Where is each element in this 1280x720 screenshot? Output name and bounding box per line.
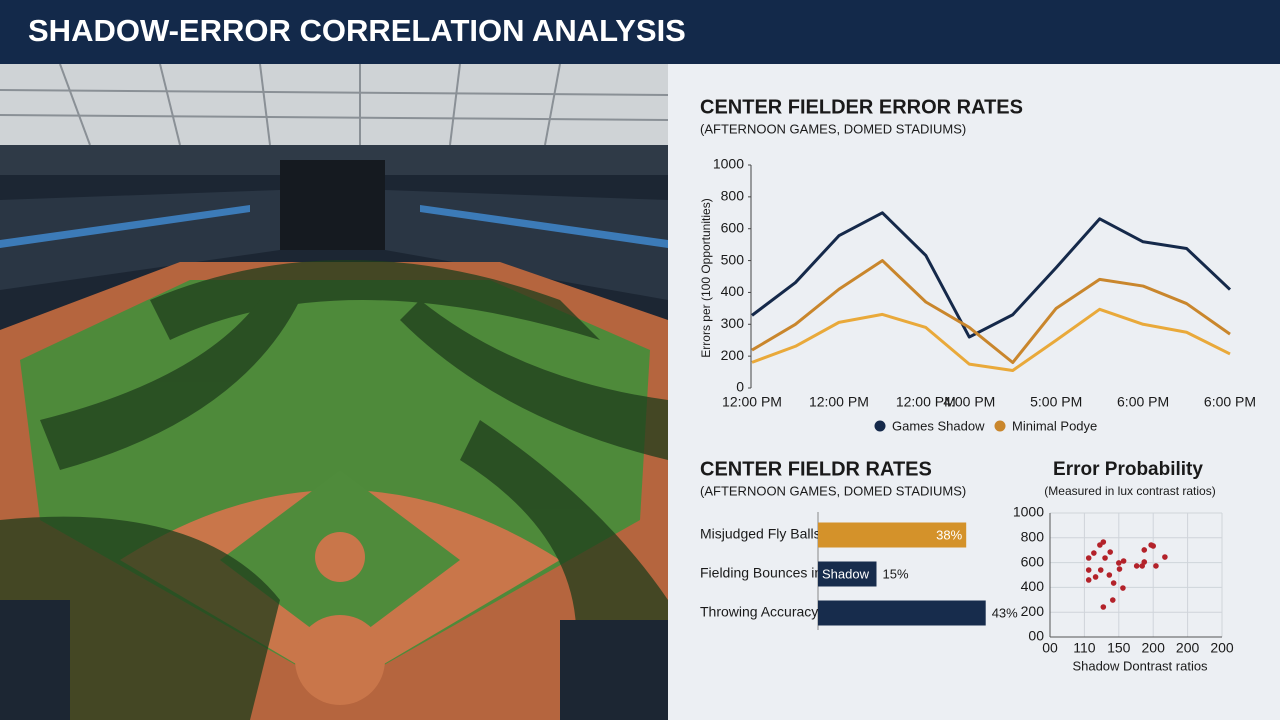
scatter-point	[1116, 560, 1122, 566]
legend-label: Minimal Podye	[1012, 418, 1097, 433]
y-tick-label: 0	[736, 379, 744, 395]
y-tick-label: 500	[721, 251, 745, 267]
value-label: 38%	[936, 527, 962, 542]
x-tick-label: 12:00 PM	[722, 394, 782, 410]
scatter-point	[1100, 539, 1107, 545]
series-line	[751, 211, 1232, 339]
chart-subtitle: (AFTERNOON GAMES, DOMED STADIUMS)	[700, 121, 966, 136]
x-tick-label: 200	[1176, 640, 1200, 656]
x-tick-label: 5:00 PM	[1030, 394, 1082, 410]
x-tick-label: 6:00 PM	[1117, 394, 1169, 410]
scatter-point	[1097, 567, 1104, 573]
scatter-point	[1091, 550, 1097, 556]
y-tick-label: 600	[721, 219, 745, 235]
chart-subtitle: (Measured in lux contrast ratios)	[1044, 484, 1215, 498]
bar	[818, 561, 877, 587]
x-tick-label: 6:00 PM	[1204, 394, 1256, 410]
y-tick-label: 200	[721, 347, 745, 363]
scatter-point	[1109, 597, 1116, 603]
scatter-point	[1102, 555, 1108, 561]
y-tick-label: 600	[1021, 553, 1045, 569]
chart-title: CENTER FIELDER ERROR RATES	[700, 96, 1023, 118]
legend-label: Games Shadow	[892, 418, 985, 433]
legend-marker	[874, 420, 886, 432]
chart-subtitle: (AFTERNOON GAMES, DOMED STADIUMS)	[700, 483, 966, 498]
scatter-point	[1120, 558, 1127, 564]
value-label: 15%	[883, 566, 909, 581]
scatter-point	[1106, 572, 1113, 578]
y-tick-label: 00	[1028, 628, 1044, 644]
y-tick-label: 300	[721, 315, 745, 331]
scatter-point	[1092, 574, 1099, 580]
category-label: Throwing Accuracy	[700, 604, 818, 620]
scatter-point	[1120, 585, 1126, 591]
category-label: Fielding Bounces in	[700, 565, 822, 581]
y-tick-label: 200	[1021, 603, 1045, 619]
y-tick-label: 800	[721, 188, 745, 204]
x-tick-label: 12:00 PM	[896, 394, 956, 410]
scatter-point	[1085, 555, 1092, 561]
scatter-point	[1162, 554, 1168, 560]
x-tick-label: 200	[1142, 640, 1166, 656]
y-tick-label: 800	[1021, 529, 1045, 545]
x-tick-label: 12:00 PM	[809, 394, 869, 410]
x-tick-label: 110	[1073, 640, 1096, 656]
scatter-point	[1141, 559, 1148, 565]
scatter-point	[1141, 547, 1148, 553]
header-bar	[0, 0, 1280, 64]
chart-title: Error Probability	[1053, 459, 1203, 480]
x-tick-label: 00	[1042, 640, 1058, 656]
scatter-point	[1116, 566, 1123, 572]
y-axis-label: Errors per (100 Opportunities)	[699, 198, 713, 357]
x-tick-label: 200	[1210, 640, 1234, 656]
bar	[818, 522, 967, 548]
y-tick-label: 1000	[713, 156, 744, 172]
y-tick-label: 400	[721, 283, 745, 299]
scatter-point	[1085, 577, 1092, 583]
scatter-point	[1150, 543, 1156, 549]
x-tick-label: 150	[1107, 640, 1131, 656]
x-tick-label: 4:00 PM	[943, 394, 995, 410]
legend-marker	[994, 420, 1006, 432]
bar	[818, 600, 986, 626]
scatter-point	[1110, 580, 1117, 586]
value-label: 43%	[992, 605, 1018, 620]
y-tick-label: 1000	[1013, 504, 1044, 520]
stadium-photo	[0, 64, 668, 720]
series-line	[751, 307, 1231, 372]
scatter-point	[1153, 563, 1159, 569]
scatter-point	[1085, 567, 1092, 573]
bar-annotation: Shadow	[822, 566, 870, 581]
page-title: SHADOW-ERROR CORRELATION ANALYSIS	[28, 13, 686, 48]
chart-title: CENTER FIELDR RATES	[700, 458, 932, 480]
category-label: Misjudged Fly Balls	[700, 526, 821, 542]
series-line	[751, 259, 1231, 365]
scatter-point	[1107, 549, 1113, 555]
x-axis-label: Shadow Dontrast ratios	[1072, 658, 1208, 673]
y-tick-label: 400	[1021, 578, 1045, 594]
scatter-point	[1133, 563, 1140, 569]
scatter-point	[1100, 604, 1107, 610]
